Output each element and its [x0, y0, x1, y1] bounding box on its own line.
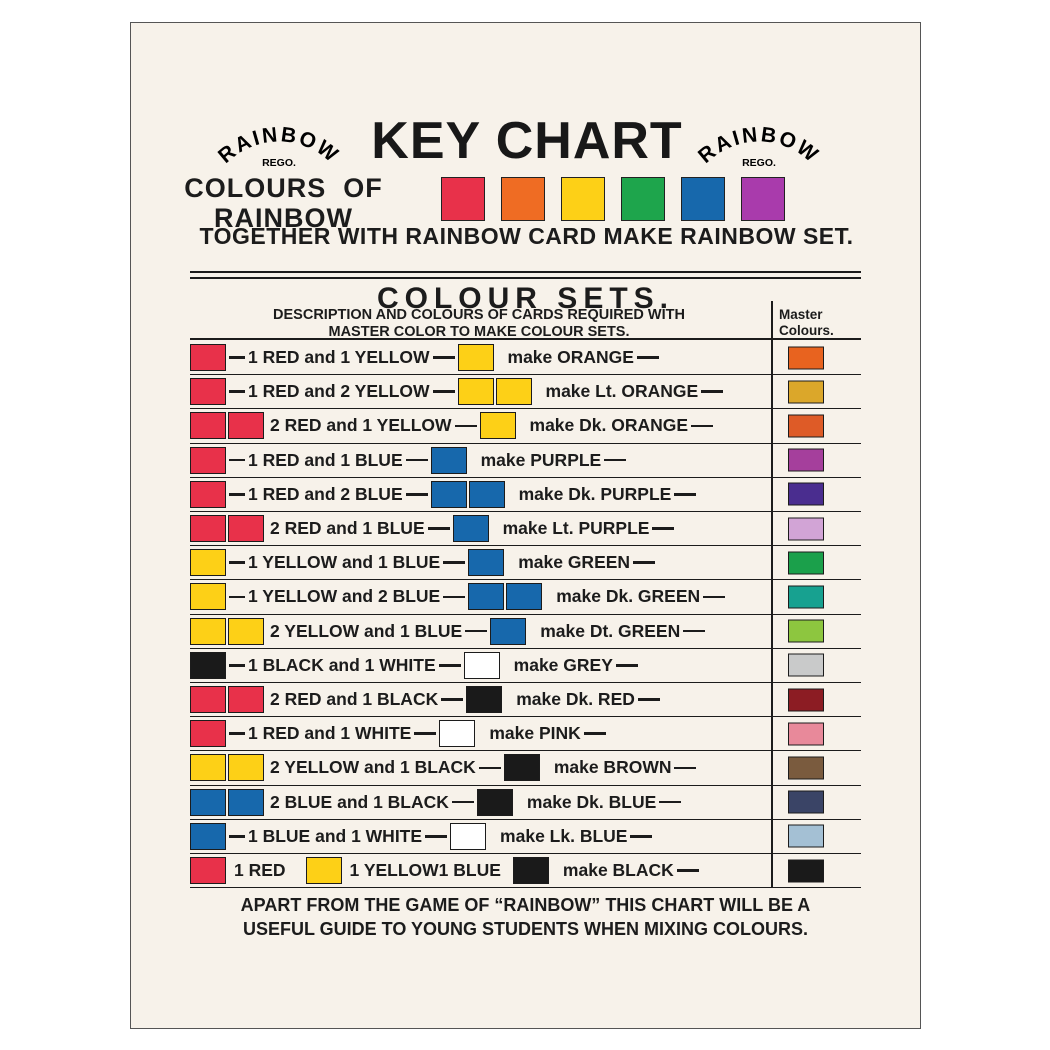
svg-text:REGO.: REGO.: [742, 157, 776, 169]
svg-text:REGO.: REGO.: [262, 157, 296, 169]
